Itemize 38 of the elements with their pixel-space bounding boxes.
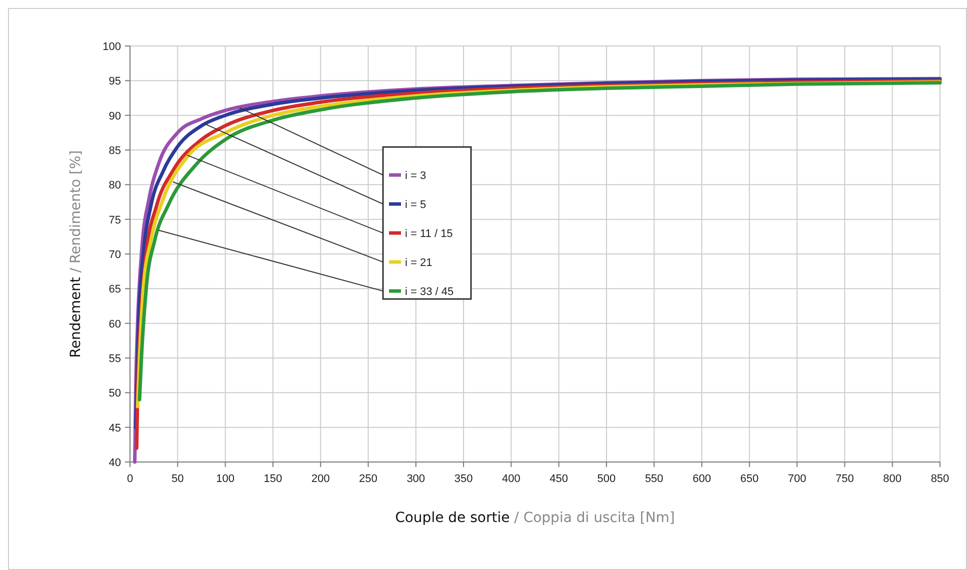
legend-label: i = 21 <box>405 257 432 269</box>
y-tick-label: 80 <box>108 180 121 192</box>
x-tick-label: 300 <box>406 473 426 485</box>
x-tick-label: 450 <box>550 473 568 485</box>
x-tick-label: 700 <box>788 473 806 485</box>
x-tick-label: 250 <box>359 473 378 485</box>
y-tick-label: 100 <box>102 41 121 53</box>
y-tick-label: 90 <box>108 110 121 122</box>
y-tick-label: 45 <box>108 422 121 434</box>
x-tick-label: 200 <box>311 473 330 485</box>
x-tick-label: 100 <box>216 473 234 485</box>
y-tick-label: 55 <box>108 353 121 365</box>
x-tick-label: 500 <box>597 473 616 485</box>
x-tick-label: 800 <box>883 473 902 485</box>
y-tick-label: 60 <box>108 318 121 330</box>
legend-label: i = 11 / 15 <box>405 228 453 240</box>
x-tick-label: 600 <box>692 473 711 485</box>
y-tick-label: 85 <box>108 145 121 157</box>
legend-label: i = 3 <box>405 170 426 182</box>
x-tick-label: 150 <box>264 473 282 485</box>
x-tick-label: 400 <box>502 473 520 485</box>
x-tick-label: 750 <box>836 473 854 485</box>
x-tick-label: 50 <box>172 473 184 485</box>
y-tick-label: 65 <box>108 284 121 296</box>
x-tick-label: 650 <box>740 473 759 485</box>
y-tick-label: 75 <box>108 214 121 226</box>
x-tick-label: 0 <box>126 473 134 485</box>
y-tick-label: 95 <box>108 76 121 88</box>
x-tick-label: 350 <box>454 473 473 485</box>
x-tick-label: 550 <box>644 473 664 485</box>
y-axis-title: Rendement / Rendimento [%] <box>68 150 84 358</box>
y-tick-label: 40 <box>108 457 121 469</box>
y-tick-label: 50 <box>108 388 121 400</box>
legend-label: i = 33 / 45 <box>405 286 454 298</box>
y-tick-label: 70 <box>108 249 121 261</box>
x-axis-title: Couple de sortie / Coppia di uscita [Nm] <box>395 510 675 526</box>
x-tick-label: 850 <box>930 473 950 485</box>
legend-label: i = 5 <box>405 199 426 211</box>
